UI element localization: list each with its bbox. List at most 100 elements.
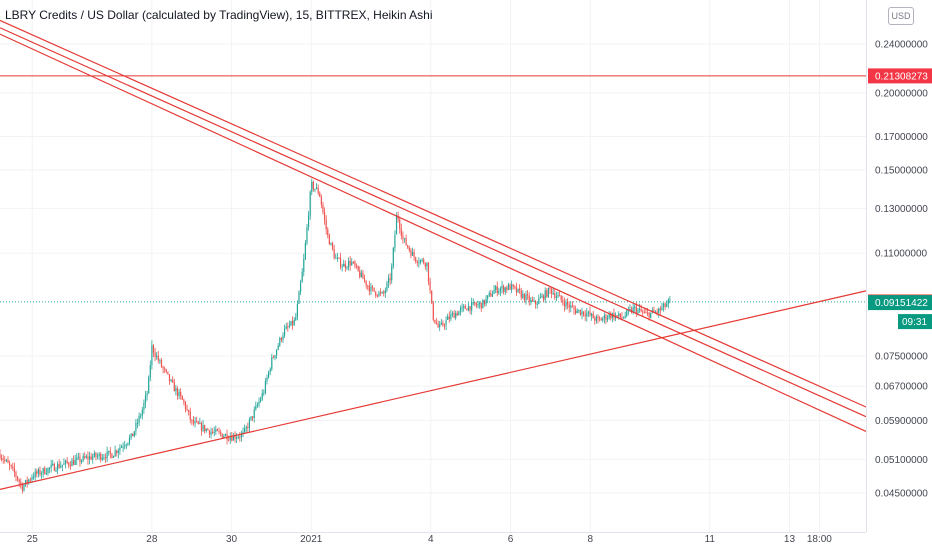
candle-body [285,326,287,329]
countdown-tag: 09:31 [902,317,927,328]
candle-body [341,266,343,268]
candle-body [343,263,345,267]
candle-body [55,470,57,472]
candle-body [15,472,17,477]
candle-body [63,463,65,465]
candle-body [394,234,396,248]
candle-body [600,318,602,321]
candle-body [213,431,215,433]
candle-body [20,482,22,484]
candle-body [37,469,39,474]
candle-body [71,460,73,467]
candle-body [669,299,671,301]
candle-body [39,469,41,475]
candle-body [256,404,259,406]
candle-body [76,457,78,460]
price-tick-label: 0.07500000 [875,351,928,362]
candle-body [403,238,406,240]
trendlines[interactable] [0,19,867,490]
candle-body [587,311,589,314]
candle-body [624,315,626,318]
candle-body [252,416,254,419]
candle-body [415,257,417,262]
price-tick-label: 0.20000000 [875,88,928,99]
candle-body [555,296,558,298]
candle-body [509,284,511,290]
candle-body [291,320,294,325]
candle-body [279,338,281,346]
candle-body [93,452,95,457]
candle-body [23,485,25,491]
candle-body [44,468,46,474]
prev-close-tag: 0.09151422 [875,298,928,309]
candle-body [661,307,663,311]
candle-body [456,313,458,316]
candle-body [239,436,241,438]
price-axis[interactable]: 0.24000000 0.20000000 0.17000000 0.15000000… [875,40,928,500]
candle-body [455,313,457,319]
currency-button[interactable]: USD [888,7,914,25]
candle-body [547,287,550,297]
candle-body [410,250,412,256]
candle-body [223,436,225,438]
candle-body [124,445,126,447]
candle-body [220,431,222,434]
time-axis[interactable]: 25 28 30 2021 4 6 8 11 13 18:00 [27,534,833,545]
candle-body [445,319,447,326]
candle-body [64,460,67,464]
candle-body [581,311,583,315]
candle-body [192,420,195,424]
candle-body [619,313,621,318]
candle-body [103,457,105,459]
candle-body [606,317,609,320]
candle-body [32,477,35,479]
candle-body [144,395,147,403]
time-tick-label: 11 [705,534,716,545]
candle-body [592,313,594,319]
candle-body [88,456,91,460]
candle-body [616,315,618,317]
candle-body [384,290,386,294]
candle-body [568,304,570,308]
candle-body [215,429,217,432]
candle-body [443,325,446,327]
candle-body [175,388,177,392]
candle-body [119,447,121,451]
candle-body [427,262,430,282]
candle-body [493,289,495,294]
candle-body [407,245,409,248]
candle-body [472,302,474,304]
candle-body [181,395,183,400]
candle-body [199,422,201,424]
candle-body [212,431,214,433]
time-tick-label: 2021 [300,534,323,545]
candle-body [653,310,655,312]
candle-body [157,355,159,361]
candle-body [375,291,377,296]
candle-body [148,377,150,394]
candle-body [28,479,30,483]
candle-body [333,249,335,259]
candle-body [191,419,193,421]
candle-body [320,196,322,205]
candle-body [485,298,487,305]
candle-body [563,302,565,307]
level-price-tag-bg [868,68,932,84]
candle-body [471,302,473,311]
candle-body [5,459,7,461]
candle-body [416,261,418,263]
candle-body [127,442,129,445]
candle-body [352,261,354,263]
candle-body [120,446,123,448]
candle-body [164,368,166,370]
candle-body [590,313,593,316]
candle-body [662,303,665,308]
candle-body [626,310,628,316]
candle-body [218,430,220,432]
candle-body [202,424,204,431]
candle-body [72,460,75,465]
candle-body [461,306,463,309]
time-tick-label: 28 [146,534,158,545]
